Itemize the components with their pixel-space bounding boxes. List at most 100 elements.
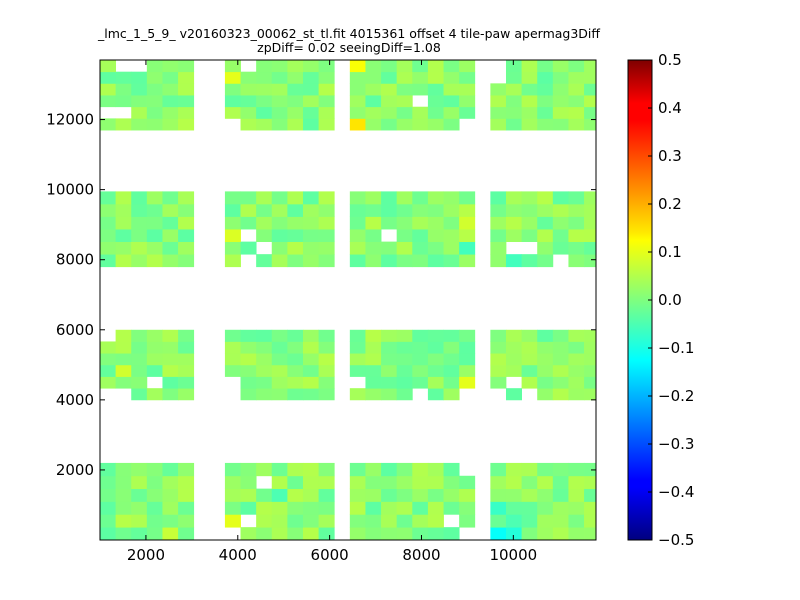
heatmap-cell bbox=[178, 229, 195, 242]
heatmap-cell bbox=[490, 203, 507, 217]
heatmap-cell bbox=[224, 83, 241, 96]
heatmap-cell bbox=[365, 527, 382, 540]
heatmap-cell bbox=[178, 95, 195, 108]
heatmap-cell bbox=[365, 241, 382, 255]
heatmap-cell bbox=[365, 191, 382, 205]
heatmap-cell bbox=[537, 376, 554, 389]
heatmap-cell bbox=[271, 60, 288, 73]
heatmap-cell bbox=[146, 229, 163, 242]
heatmap-cell bbox=[287, 203, 304, 217]
heatmap-cell bbox=[490, 95, 507, 108]
heatmap-cell bbox=[131, 462, 148, 477]
heatmap-cell bbox=[271, 376, 288, 389]
heatmap-cell bbox=[443, 241, 460, 255]
heatmap-cell bbox=[131, 216, 148, 230]
heatmap-cell bbox=[131, 364, 148, 377]
heatmap-cell bbox=[427, 95, 444, 108]
heatmap-cell bbox=[271, 488, 288, 502]
heatmap-cell bbox=[568, 83, 585, 96]
heatmap-cell bbox=[146, 341, 163, 354]
heatmap-cell bbox=[459, 488, 476, 502]
heatmap-cell bbox=[521, 254, 538, 268]
heatmap-cell bbox=[443, 118, 460, 131]
heatmap-cell bbox=[131, 191, 148, 205]
heatmap-cell bbox=[287, 341, 304, 354]
heatmap-cell bbox=[318, 83, 335, 96]
heatmap-cell bbox=[521, 106, 538, 119]
heatmap-cell bbox=[224, 475, 241, 490]
heatmap-cell bbox=[271, 353, 288, 366]
heatmap-cell bbox=[490, 229, 507, 242]
colorbar-tick-label: 0.5 bbox=[658, 51, 682, 69]
heatmap-cell bbox=[349, 527, 366, 540]
heatmap-cell bbox=[396, 71, 413, 84]
heatmap-cell bbox=[427, 191, 444, 205]
heatmap-cell bbox=[490, 191, 507, 205]
heatmap-cell bbox=[459, 329, 476, 342]
heatmap-cell bbox=[459, 71, 476, 84]
heatmap-cell bbox=[584, 364, 596, 377]
heatmap-cell bbox=[365, 216, 382, 230]
heatmap-cell bbox=[224, 462, 241, 477]
heatmap-cell bbox=[224, 364, 241, 377]
heatmap-cell bbox=[100, 203, 117, 217]
heatmap-cell bbox=[115, 376, 132, 389]
heatmap-cell bbox=[443, 353, 460, 366]
heatmap-cell bbox=[146, 488, 163, 502]
heatmap-cell bbox=[521, 118, 538, 131]
heatmap-cell bbox=[396, 60, 413, 73]
heatmap-cell bbox=[131, 501, 148, 515]
heatmap-cell bbox=[100, 191, 117, 205]
heatmap-cell bbox=[412, 488, 429, 502]
colorbar-tick-label: 0.4 bbox=[658, 99, 682, 117]
heatmap-cell bbox=[349, 388, 366, 401]
heatmap-cell bbox=[162, 118, 179, 131]
heatmap-cell bbox=[568, 353, 585, 366]
heatmap-cell bbox=[427, 216, 444, 230]
heatmap-cell bbox=[178, 341, 195, 354]
heatmap-cell bbox=[396, 106, 413, 119]
heatmap-cell bbox=[131, 254, 148, 268]
heatmap-cell bbox=[271, 203, 288, 217]
heatmap-cell bbox=[318, 241, 335, 255]
heatmap-cell bbox=[224, 329, 241, 342]
heatmap-cell bbox=[287, 527, 304, 540]
heatmap-cell bbox=[427, 376, 444, 389]
heatmap-cell bbox=[115, 475, 132, 490]
heatmap-cell bbox=[131, 118, 148, 131]
heatmap-cell bbox=[240, 71, 257, 84]
heatmap-cell bbox=[412, 364, 429, 377]
heatmap-cell bbox=[443, 83, 460, 96]
heatmap-cell bbox=[146, 388, 163, 401]
heatmap-cell bbox=[412, 527, 429, 540]
heatmap-cell bbox=[131, 353, 148, 366]
heatmap-cell bbox=[396, 514, 413, 528]
heatmap-cell bbox=[224, 254, 241, 268]
heatmap-cell bbox=[537, 106, 554, 119]
heatmap-cell bbox=[287, 329, 304, 342]
heatmap-cell bbox=[537, 203, 554, 217]
heatmap-cell bbox=[162, 241, 179, 255]
heatmap-cell bbox=[287, 216, 304, 230]
heatmap-cell bbox=[505, 341, 522, 354]
heatmap-cell bbox=[349, 118, 366, 131]
heatmap-cell bbox=[505, 60, 522, 73]
heatmap-cell bbox=[427, 364, 444, 377]
heatmap-cell bbox=[318, 71, 335, 84]
heatmap-cell bbox=[318, 475, 335, 490]
heatmap-cell bbox=[505, 488, 522, 502]
heatmap-cell bbox=[381, 254, 398, 268]
heatmap-cell bbox=[271, 95, 288, 108]
heatmap-cell bbox=[459, 229, 476, 242]
heatmap-cell bbox=[115, 364, 132, 377]
heatmap-cell bbox=[318, 462, 335, 477]
heatmap-cell bbox=[490, 514, 507, 528]
heatmap-cell bbox=[115, 71, 132, 84]
heatmap-cell bbox=[568, 388, 585, 401]
heatmap-cell bbox=[224, 71, 241, 84]
heatmap-cell bbox=[271, 364, 288, 377]
heatmap-cell bbox=[240, 329, 257, 342]
heatmap-cell bbox=[178, 60, 195, 73]
heatmap-cell bbox=[302, 241, 319, 255]
heatmap-cell bbox=[131, 341, 148, 354]
